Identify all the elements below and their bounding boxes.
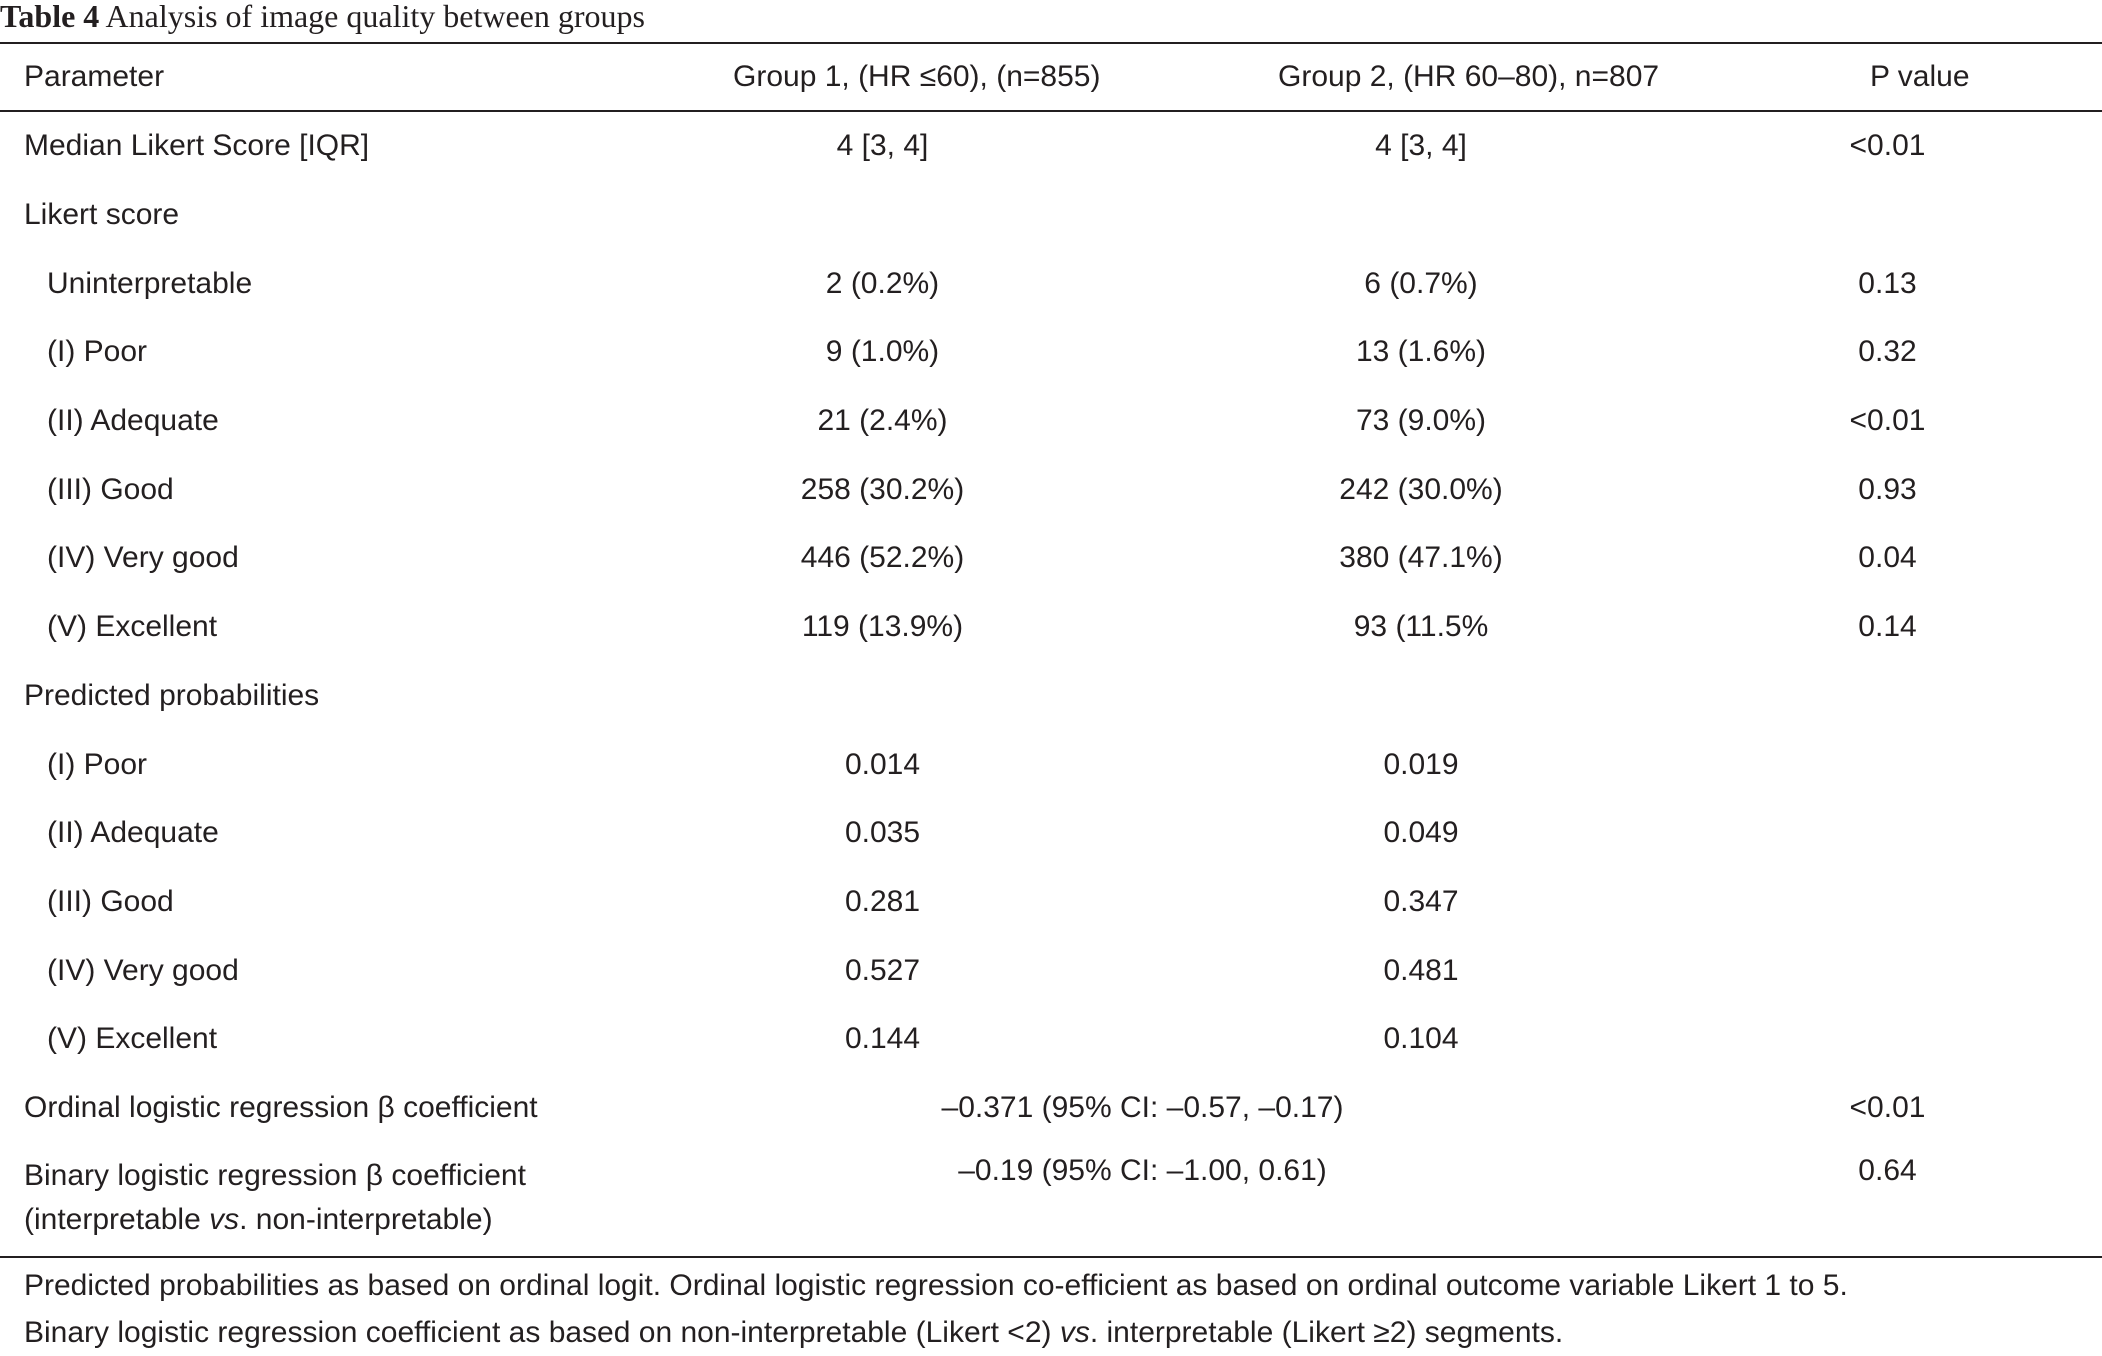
- table-row: (II) Adequate 0.035 0.049: [0, 799, 2102, 868]
- group2-value: 13 (1.6%): [1355, 335, 1487, 369]
- p-value: <0.01: [1849, 1090, 1926, 1124]
- table-footnote: Predicted probabilities as based on ordi…: [24, 1262, 2094, 1356]
- row-label: Ordinal logistic regression β coefficien…: [24, 1090, 538, 1124]
- group2-value: 6 (0.7%): [1364, 266, 1478, 300]
- row-label-line2-b: . non-interpretable): [239, 1203, 493, 1237]
- table-row: Predicted probabilities: [0, 662, 2102, 731]
- group2-value: 0.347: [1383, 884, 1459, 918]
- group1-value: 0.527: [844, 953, 921, 987]
- row-label: (III) Good: [47, 884, 174, 918]
- table-row: Uninterpretable 2 (0.2%) 6 (0.7%) 0.13: [0, 249, 2102, 318]
- p-value: 0.04: [1858, 541, 1917, 575]
- table-row: Ordinal logistic regression β coefficien…: [0, 1074, 2102, 1143]
- row-label: (IV) Very good: [47, 541, 239, 575]
- group1-value: 4 [3, 4]: [836, 129, 929, 163]
- row-label: Uninterpretable: [47, 266, 253, 300]
- group2-value: 93 (11.5%: [1353, 610, 1489, 644]
- top-rule: [0, 42, 2102, 44]
- footnote-line1: Predicted probabilities as based on ordi…: [24, 1269, 1848, 1302]
- section-label: Likert score: [24, 198, 180, 232]
- table-row: (V) Excellent 119 (13.9%) 93 (11.5% 0.14: [0, 593, 2102, 662]
- header-row: Parameter Group 1, (HR ≤60), (n=855) Gro…: [0, 44, 2102, 112]
- section-label: Predicted probabilities: [24, 678, 320, 712]
- group1-value: 0.035: [844, 816, 921, 850]
- table-row: (I) Poor 0.014 0.019: [0, 730, 2102, 799]
- group2-value: 242 (30.0%): [1339, 472, 1503, 506]
- header-group2: Group 2, (HR 60–80), n=807: [1165, 44, 1705, 112]
- table-row: Median Likert Score [IQR] 4 [3, 4] 4 [3,…: [0, 111, 2102, 181]
- table-row: (IV) Very good 0.527 0.481: [0, 936, 2102, 1005]
- row-label: (I) Poor: [47, 335, 148, 369]
- bottom-rule: [0, 1256, 2102, 1258]
- group1-value: 21 (2.4%): [817, 404, 948, 438]
- group2-value: 0.481: [1383, 953, 1459, 987]
- combined-value: –0.371 (95% CI: –0.57, –0.17): [941, 1090, 1344, 1124]
- row-label: (II) Adequate: [47, 404, 219, 438]
- header-p-value: P value: [1705, 44, 2102, 112]
- header-group1: Group 1, (HR ≤60), (n=855): [600, 44, 1165, 112]
- group1-value: 0.014: [844, 747, 921, 781]
- table-number: Table 4: [0, 0, 100, 34]
- row-label: (II) Adequate: [47, 816, 219, 850]
- table-row: (III) Good 0.281 0.347: [0, 868, 2102, 937]
- table-row: (V) Excellent 0.144 0.104: [0, 1005, 2102, 1074]
- group1-value: 9 (1.0%): [825, 335, 940, 369]
- table-row: Binary logistic regression β coefficient…: [0, 1142, 2102, 1264]
- group2-value: 0.049: [1383, 816, 1459, 850]
- table-row: (IV) Very good 446 (52.2%) 380 (47.1%) 0…: [0, 524, 2102, 593]
- footnote-line2-a: Binary logistic regression coefficient a…: [24, 1316, 1060, 1349]
- p-value: 0.14: [1858, 610, 1917, 644]
- footnote-line2: Binary logistic regression coefficient a…: [24, 1309, 2094, 1356]
- group1-value: 2 (0.2%): [825, 266, 940, 300]
- row-label: Binary logistic regression β coefficient: [24, 1159, 526, 1193]
- row-label: Median Likert Score [IQR]: [24, 129, 370, 163]
- p-value: 0.93: [1858, 472, 1917, 506]
- footnote-line2-b: . interpretable (Likert ≥2) segments.: [1089, 1316, 1564, 1349]
- group2-value: 380 (47.1%): [1339, 541, 1503, 575]
- row-label: (I) Poor: [47, 747, 148, 781]
- p-value: 0.13: [1858, 266, 1917, 300]
- group2-value: 0.104: [1383, 1022, 1459, 1056]
- table-title: Analysis of image quality between groups: [105, 0, 645, 34]
- row-label-multiline: Binary logistic regression β coefficient…: [0, 1142, 600, 1264]
- header-parameter: Parameter: [0, 44, 600, 112]
- group1-value: 258 (30.2%): [800, 472, 965, 506]
- p-value: 0.32: [1858, 335, 1917, 369]
- p-value: 0.64: [1858, 1154, 1917, 1188]
- group2-value: 4 [3, 4]: [1375, 129, 1467, 163]
- group1-value: 119 (13.9%): [801, 610, 964, 644]
- combined-value: –0.19 (95% CI: –1.00, 0.61): [958, 1154, 1327, 1188]
- group1-value: 0.144: [844, 1022, 921, 1056]
- row-label-line2-a: (interpretable: [24, 1203, 210, 1237]
- group1-value: 0.281: [844, 884, 921, 918]
- table-row: Likert score: [0, 181, 2102, 250]
- table-row: (III) Good 258 (30.2%) 242 (30.0%) 0.93: [0, 455, 2102, 524]
- group2-value: 73 (9.0%): [1355, 404, 1487, 438]
- p-value: <0.01: [1849, 129, 1926, 163]
- row-label: (III) Good: [47, 472, 174, 506]
- group2-value: 0.019: [1383, 747, 1459, 781]
- footnote-line2-vs: vs: [1059, 1316, 1090, 1349]
- row-label: (V) Excellent: [47, 610, 218, 644]
- image-quality-table: Parameter Group 1, (HR ≤60), (n=855) Gro…: [0, 44, 2102, 1264]
- row-label-line2-vs: vs: [209, 1203, 240, 1237]
- row-label: (V) Excellent: [47, 1022, 218, 1056]
- table-row: (I) Poor 9 (1.0%) 13 (1.6%) 0.32: [0, 318, 2102, 387]
- group1-value: 446 (52.2%): [800, 541, 965, 575]
- table-caption: Table 4 Analysis of image quality betwee…: [0, 0, 645, 42]
- row-label: (IV) Very good: [47, 953, 239, 987]
- table-row: (II) Adequate 21 (2.4%) 73 (9.0%) <0.01: [0, 387, 2102, 456]
- p-value: <0.01: [1849, 404, 1926, 438]
